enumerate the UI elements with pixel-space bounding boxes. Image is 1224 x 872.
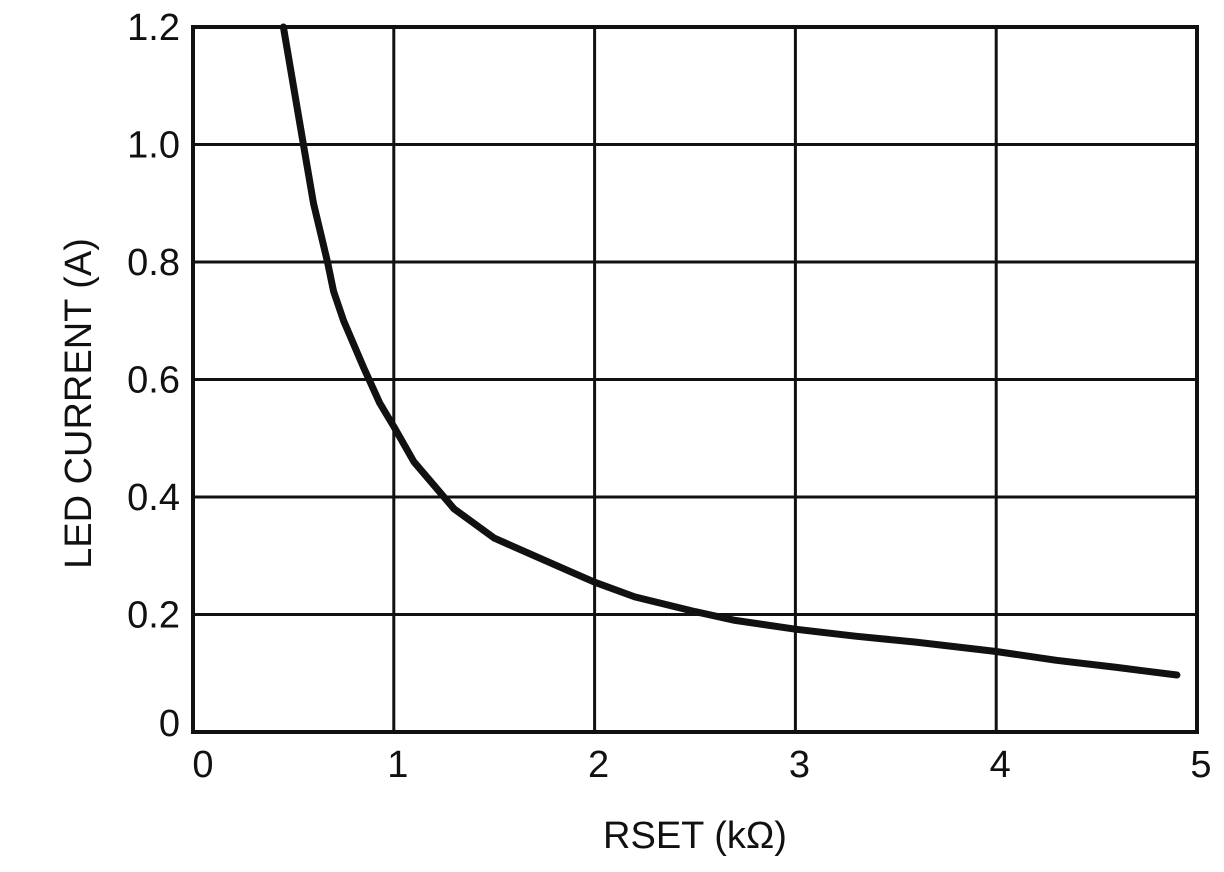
x-axis-label: RSET (kΩ) [603,815,787,857]
y-tick-label: 0.4 [127,477,180,519]
y-tick-labels: 0 0.2 0.4 0.6 0.8 1.0 1.2 [127,7,180,745]
series-line [279,23,1181,679]
x-tick-label: 2 [588,744,609,786]
y-axis-label: LED CURRENT (A) [58,238,100,569]
grid [191,25,1199,734]
series-group [279,23,1181,679]
y-tick-label: 1.2 [127,7,180,49]
x-tick-label: 5 [1190,744,1211,786]
plot-frame [191,25,1199,734]
y-tick-label: 0 [159,703,180,745]
y-tick-label: 0.6 [127,360,180,402]
y-tick-label: 0.8 [127,242,180,284]
y-tick-label: 0.2 [127,595,180,637]
x-tick-label: 3 [789,744,810,786]
x-tick-labels: 0 1 2 3 4 5 [192,744,1211,786]
x-tick-label: 1 [387,744,408,786]
y-tick-label: 1.0 [127,125,180,167]
x-tick-label: 4 [990,744,1011,786]
x-tick-label: 0 [192,744,213,786]
